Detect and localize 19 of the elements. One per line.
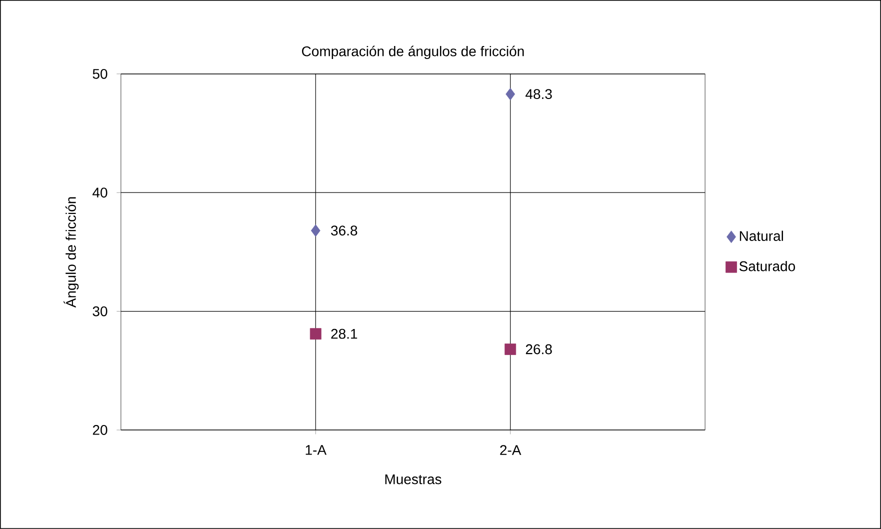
point (504, 344, 516, 356)
y-axis-title: Ángulo de fricción (64, 197, 79, 308)
x-tick-label: 2-A (500, 445, 522, 455)
chart-title: Comparación de ángulos de fricción (302, 46, 524, 60)
y-tick-label: 20 (92, 425, 108, 435)
y-tick-label: 40 (92, 188, 108, 198)
data-label: 26.8 (526, 344, 552, 354)
y-tick-label: 30 (92, 306, 108, 316)
x-tick-label: 1-A (306, 445, 327, 455)
data-label: 28.1 (331, 328, 358, 339)
legend-label: Natural (740, 230, 783, 242)
y-tick-label: 50 (92, 68, 108, 79)
point (506, 88, 516, 100)
x-axis-title: Muestras (385, 474, 442, 484)
data-label: 36.8 (331, 226, 358, 236)
point (310, 328, 322, 340)
legend-label: Saturado (739, 260, 796, 272)
point (310, 224, 320, 237)
data-label: 48.3 (526, 89, 552, 100)
